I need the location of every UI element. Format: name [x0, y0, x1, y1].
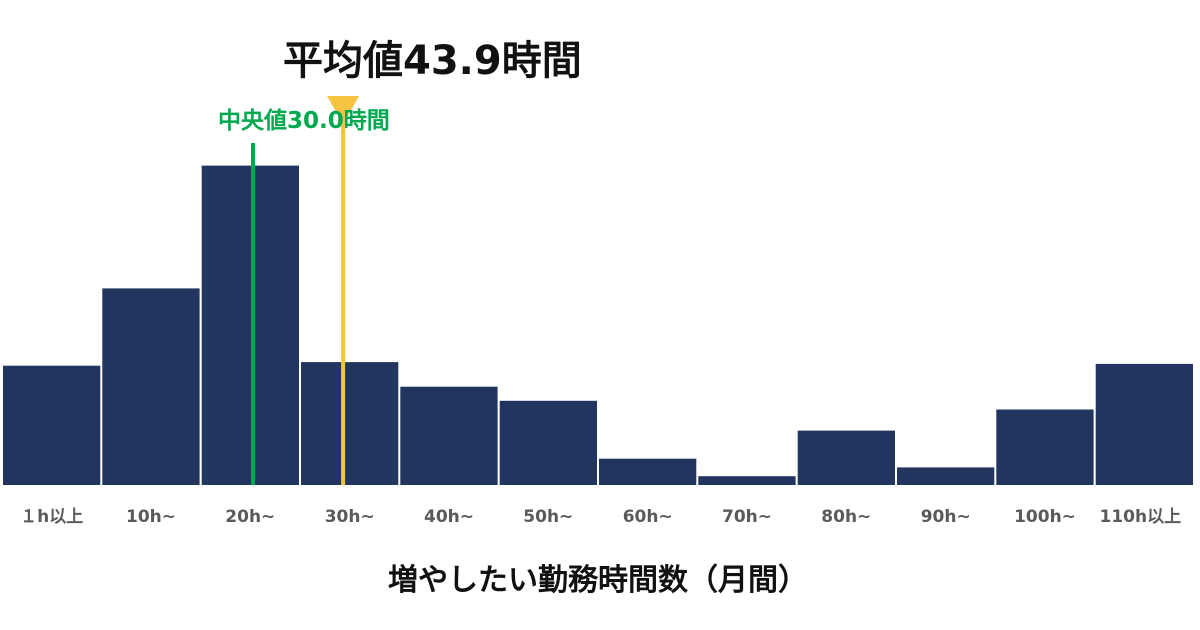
x-tick-label-0: １h以上 — [20, 507, 83, 527]
x-tick-label-11: 110h以上 — [1100, 507, 1182, 527]
bar-10 — [996, 409, 1094, 485]
bar-9 — [897, 467, 995, 485]
x-tick-label-3: 30h~ — [325, 507, 375, 527]
x-tick-label-8: 80h~ — [821, 507, 871, 527]
bar-7 — [698, 476, 796, 485]
x-tick-label-2: 20h~ — [225, 507, 275, 527]
annotation-lines-layer — [251, 96, 360, 485]
median-label: 中央値30.0時間 — [218, 108, 390, 134]
bar-6 — [599, 458, 697, 485]
bar-2 — [201, 165, 299, 485]
x-tick-label-7: 70h~ — [722, 507, 772, 527]
bar-4 — [400, 386, 498, 485]
x-tick-label-4: 40h~ — [424, 507, 474, 527]
x-tick-label-6: 60h~ — [623, 507, 673, 527]
x-tick-label-5: 50h~ — [523, 507, 573, 527]
mean-marker-triangle — [327, 96, 360, 124]
bars-layer — [3, 165, 1193, 485]
mean-label: 平均値43.9時間 — [283, 38, 582, 84]
bar-5 — [499, 400, 597, 485]
x-tick-label-1: 10h~ — [126, 507, 176, 527]
bar-1 — [102, 288, 200, 485]
bar-8 — [797, 430, 895, 485]
x-tick-label-9: 90h~ — [921, 507, 971, 527]
bar-3 — [301, 362, 399, 485]
x-tick-labels: １h以上 10h~ 20h~ 30h~ 40h~ 50h~ 60h~ 70h~ 80h~ 90h~… — [20, 507, 1181, 527]
x-axis-title: 増やしたい勤務時間数（月間） — [388, 563, 808, 598]
x-tick-label-10: 100h~ — [1014, 507, 1076, 527]
bar-11 — [1095, 363, 1193, 485]
bar-0 — [3, 365, 101, 485]
